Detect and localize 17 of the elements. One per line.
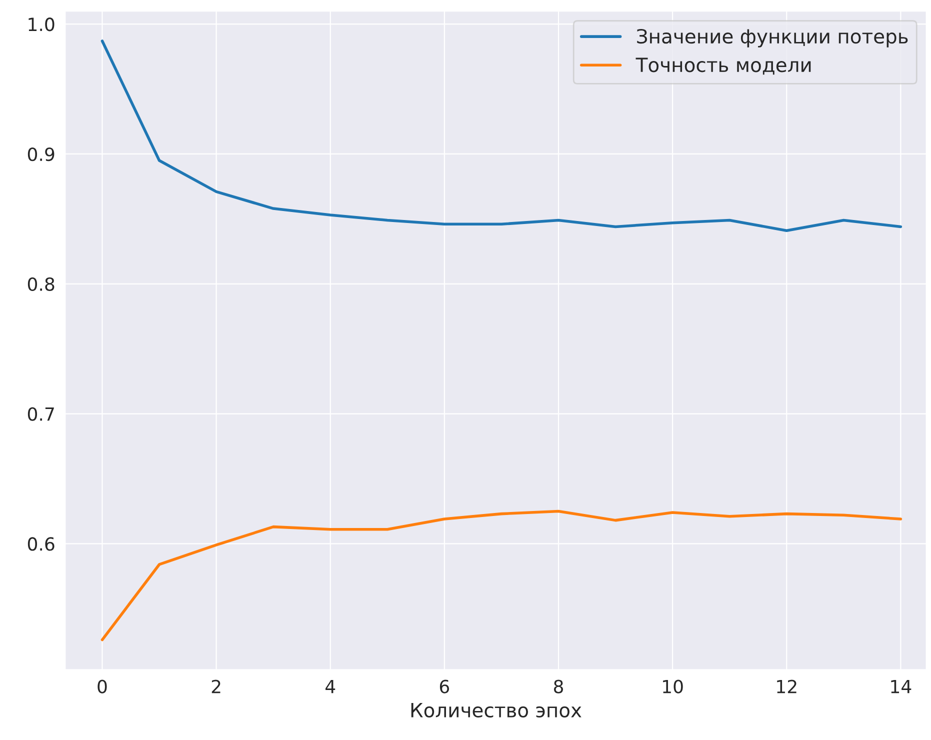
y-tick-label: 0.9 — [28, 147, 54, 162]
legend-label: Значение функции потерь — [637, 28, 908, 48]
x-tick-label: 8 — [554, 680, 563, 694]
x-tick-label: 6 — [440, 680, 450, 694]
y-tick-label: 0.8 — [28, 277, 54, 292]
y-tick-label: 1.0 — [28, 18, 54, 32]
x-tick-label: 10 — [663, 680, 683, 694]
legend-label: Точность модели — [636, 58, 811, 75]
x-axis-title: Количество эпох — [411, 703, 582, 718]
x-tick-label: 4 — [326, 680, 336, 694]
x-tick-label: 2 — [212, 680, 220, 694]
line-series — [100, 510, 902, 642]
x-tick-label: 0 — [98, 680, 107, 694]
x-tick-label: 14 — [891, 680, 912, 694]
x-tick-label: 12 — [777, 680, 796, 694]
y-tick-label: 0.6 — [28, 537, 54, 551]
y-tick-label: 0.7 — [28, 407, 54, 421]
